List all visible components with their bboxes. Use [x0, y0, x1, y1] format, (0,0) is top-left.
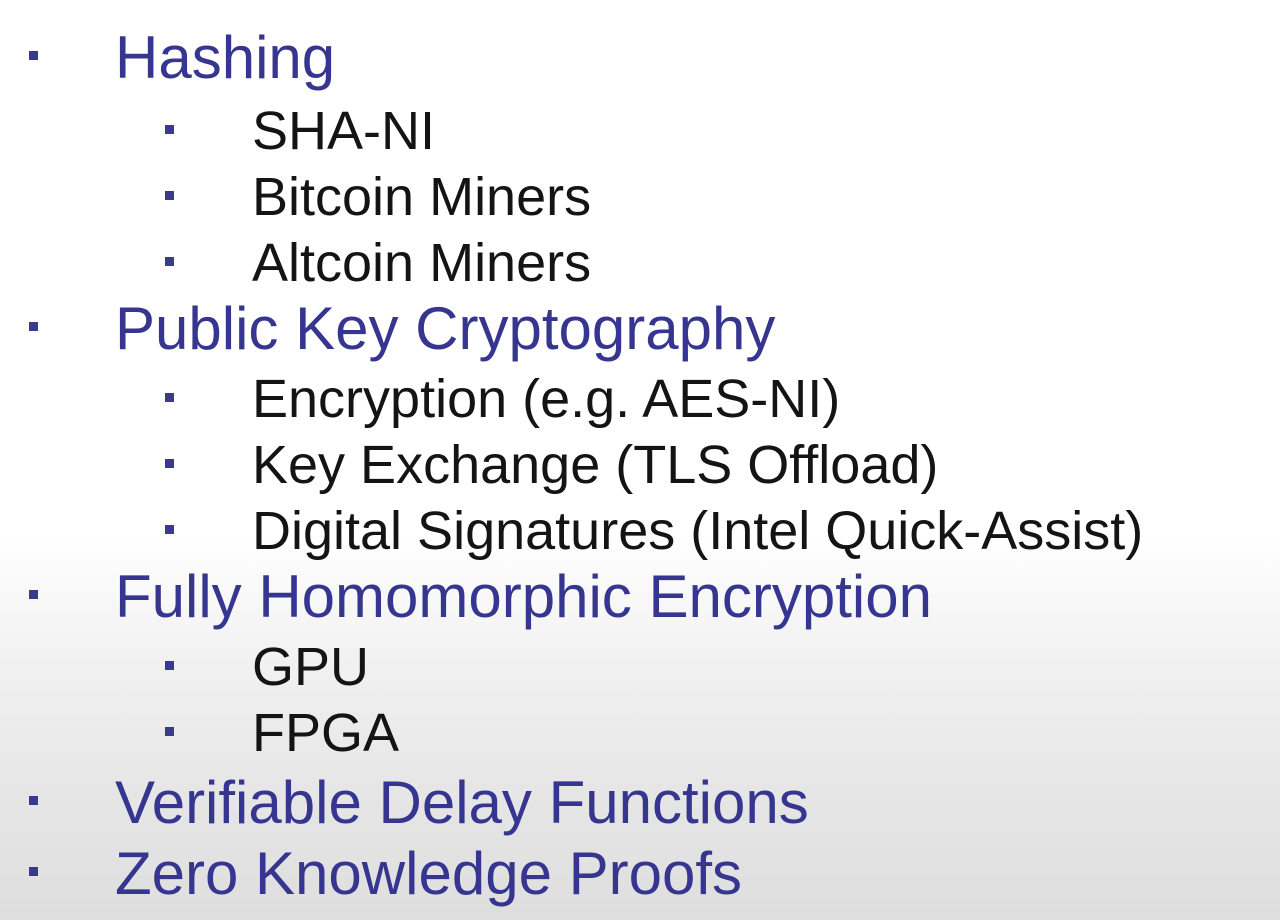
bullet-icon — [165, 125, 174, 134]
bullet-icon — [165, 727, 174, 736]
list-item: Digital Signatures (Intel Quick-Assist) — [0, 496, 1280, 562]
list-item-text: Verifiable Delay Functions — [115, 769, 809, 836]
bullet-icon — [29, 796, 38, 805]
list-item: Altcoin Miners — [0, 228, 1280, 294]
list-item-text: Altcoin Miners — [252, 233, 592, 293]
list-item-text: SHA-NI — [252, 101, 436, 161]
list-item: FPGA — [0, 698, 1280, 764]
list-item-text: Key Exchange (TLS Offload) — [252, 435, 939, 495]
list-item-text: Digital Signatures (Intel Quick-Assist) — [252, 501, 1144, 561]
list-item: Encryption (e.g. AES-NI) — [0, 364, 1280, 430]
list-item-text: GPU — [252, 637, 370, 697]
list-item: Bitcoin Miners — [0, 162, 1280, 228]
list-item-text: Bitcoin Miners — [252, 167, 592, 227]
bullet-icon — [165, 191, 174, 200]
list-item: Fully Homomorphic Encryption — [0, 561, 1280, 627]
list-item-text: FPGA — [252, 703, 400, 763]
list-item: Zero Knowledge Proofs — [0, 838, 1280, 904]
list-item-text: Fully Homomorphic Encryption — [115, 563, 932, 630]
list-item-text: Zero Knowledge Proofs — [115, 840, 743, 907]
list-item-text: Encryption (e.g. AES-NI) — [252, 369, 841, 429]
list-item: Verifiable Delay Functions — [0, 767, 1280, 833]
bullet-icon — [29, 867, 38, 876]
bullet-icon — [165, 459, 174, 468]
bullet-icon — [165, 393, 174, 402]
list-item: Key Exchange (TLS Offload) — [0, 430, 1280, 496]
bullet-icon — [29, 590, 38, 599]
list-item-text: Public Key Cryptography — [115, 295, 776, 362]
list-item: Public Key Cryptography — [0, 293, 1280, 359]
bullet-icon — [165, 661, 174, 670]
list-item: SHA-NI — [0, 96, 1280, 162]
bullet-icon — [165, 525, 174, 534]
bullet-icon — [29, 51, 38, 60]
bullet-icon — [165, 257, 174, 266]
bullet-icon — [29, 322, 38, 331]
list-item: GPU — [0, 632, 1280, 698]
list-item-text: Hashing — [115, 24, 336, 91]
list-item: Hashing — [0, 22, 1280, 88]
